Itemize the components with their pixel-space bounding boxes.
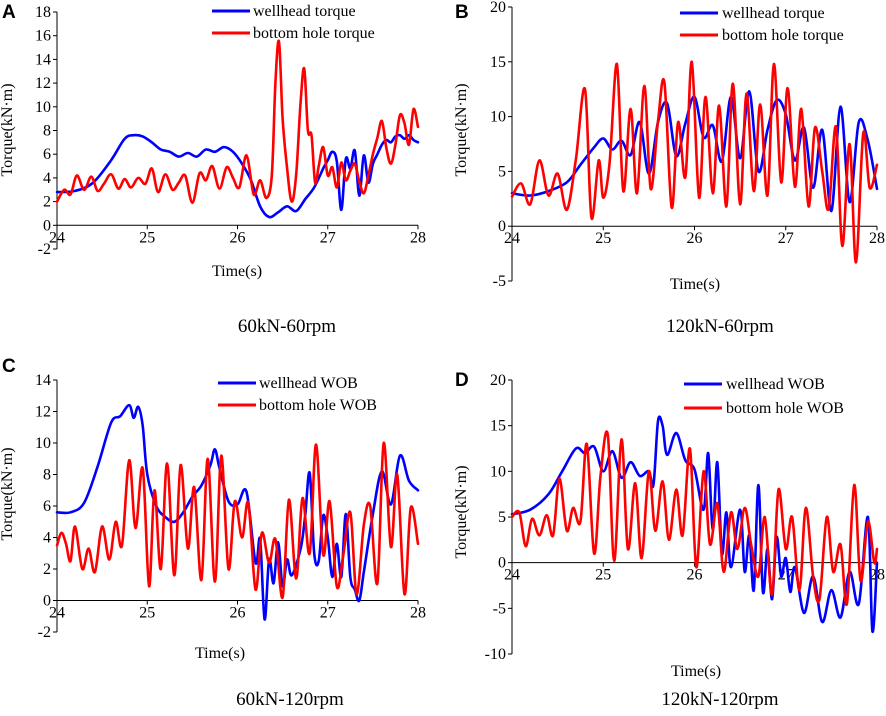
x-axis-label-b: Time(s) xyxy=(670,276,720,293)
series-line-d-2 xyxy=(510,430,879,606)
x-tick-label-a: 25 xyxy=(139,229,155,246)
y-tick-label-a: 2 xyxy=(43,194,51,211)
panel-letter-d: D xyxy=(455,370,469,391)
y-tick-label-a: -2 xyxy=(38,241,51,258)
y-tick-label-a: 6 xyxy=(43,146,51,163)
caption-b: 120kN-60rpm xyxy=(666,316,774,337)
y-tick-label-a: 16 xyxy=(35,28,51,45)
series-line-a-1 xyxy=(55,133,420,219)
x-tick-label-a: 27 xyxy=(320,229,336,246)
x-tick-label-a: 26 xyxy=(230,229,246,246)
y-tick-label-c: 8 xyxy=(43,467,51,484)
y-tick-label-c: 4 xyxy=(43,530,51,547)
y-tick-label-a: 4 xyxy=(43,170,51,187)
x-axis-label-c: Time(s) xyxy=(195,645,245,662)
y-tick-label-b: 5 xyxy=(498,163,506,180)
panel-letter-a: A xyxy=(2,2,16,23)
series-line-b-2 xyxy=(510,60,879,264)
y-tick-label-c: 0 xyxy=(43,593,51,610)
y-tick-label-a: 10 xyxy=(35,99,51,116)
y-tick-label-b: 0 xyxy=(498,218,506,235)
x-tick-label-b: 26 xyxy=(687,230,703,247)
panel-letter-b: B xyxy=(455,2,469,23)
x-tick-label-b: 24 xyxy=(504,230,520,247)
y-tick-label-a: 12 xyxy=(35,75,51,92)
series-line-b-1 xyxy=(510,90,879,213)
y-tick-label-c: 2 xyxy=(43,561,51,578)
y-tick-label-c: 10 xyxy=(35,435,51,452)
y-tick-label-d: 20 xyxy=(490,372,506,389)
y-tick-label-b: 20 xyxy=(490,0,506,16)
x-tick-label-c: 27 xyxy=(320,605,336,622)
y-tick-label-b: 15 xyxy=(490,54,506,71)
y-axis-label-a: Torque(kN·m) xyxy=(0,83,16,176)
y-tick-label-d: -5 xyxy=(493,600,506,617)
x-axis-label-a: Time(s) xyxy=(212,263,262,280)
y-tick-label-a: 14 xyxy=(35,51,51,68)
x-tick-label-a: 28 xyxy=(410,229,426,246)
x-tick-label-d: 26 xyxy=(687,567,703,584)
y-tick-label-c: 14 xyxy=(35,372,51,389)
y-tick-label-a: 8 xyxy=(43,123,51,140)
y-axis-label-c: Torque(kN·m) xyxy=(0,447,16,540)
x-tick-label-b: 28 xyxy=(869,230,885,247)
x-tick-label-a: 24 xyxy=(49,229,65,246)
y-axis-label-b: Torque(kN·m) xyxy=(453,83,470,176)
caption-d: 120kN-120rpm xyxy=(661,689,778,710)
panel-b: B -5 0 5 10 15 20 24 25 26 27 28 Time(s) Torque(kN… xyxy=(453,0,885,337)
series-line-c-1 xyxy=(55,403,420,621)
caption-a: 60kN-60rpm xyxy=(238,316,336,337)
y-tick-label-d: 15 xyxy=(490,418,506,435)
x-axis-label-d: Time(s) xyxy=(671,663,721,680)
y-tick-label-d: 0 xyxy=(498,555,506,572)
y-tick-label-b: -5 xyxy=(493,273,506,290)
legend-d: wellhead WOB bottom hole WOB xyxy=(684,376,844,417)
legend-label-a-2: bottom hole torque xyxy=(253,25,375,42)
y-tick-label-c: -2 xyxy=(38,624,51,641)
x-tick-label-d: 24 xyxy=(504,567,520,584)
y-tick-label-a: 18 xyxy=(35,4,51,21)
x-tick-label-c: 24 xyxy=(49,605,65,622)
panel-letter-c: C xyxy=(2,356,16,377)
x-tick-label-d: 25 xyxy=(595,567,611,584)
x-tick-label-b: 25 xyxy=(595,230,611,247)
x-tick-label-b: 27 xyxy=(778,230,794,247)
y-tick-label-c: 6 xyxy=(43,498,51,515)
legend-label-c-2: bottom hole WOB xyxy=(259,397,377,414)
y-tick-label-d: -10 xyxy=(485,646,506,663)
x-tick-label-c: 25 xyxy=(139,605,155,622)
x-tick-label-c: 28 xyxy=(410,605,426,622)
y-tick-label-b: 10 xyxy=(490,109,506,126)
series-line-a-2 xyxy=(55,39,420,205)
y-axis-label-d: Torque(kN·m) xyxy=(453,465,470,558)
y-tick-label-d: 5 xyxy=(498,509,506,526)
legend-label-d-2: bottom hole WOB xyxy=(726,400,844,417)
legend-a: wellhead torque bottom hole torque xyxy=(212,3,375,42)
legend-label-b-1: wellhead torque xyxy=(722,5,825,22)
legend-label-c-1: wellhead WOB xyxy=(259,375,358,392)
legend-c: wellhead WOB bottom hole WOB xyxy=(218,375,377,414)
y-tick-label-c: 12 xyxy=(35,404,51,421)
y-tick-label-a: 0 xyxy=(43,217,51,234)
legend-b: wellhead torque bottom hole torque xyxy=(680,5,844,44)
series-line-c-2 xyxy=(55,441,420,599)
x-tick-label-c: 26 xyxy=(230,605,246,622)
legend-label-d-1: wellhead WOB xyxy=(726,376,825,393)
plot-area-b: -5 0 5 10 15 20 24 25 26 27 28 xyxy=(490,0,885,290)
caption-c: 60kN-120rpm xyxy=(236,689,344,710)
legend-label-a-1: wellhead torque xyxy=(253,3,356,20)
legend-label-b-2: bottom hole torque xyxy=(722,27,844,44)
y-tick-label-d: 10 xyxy=(490,463,506,480)
